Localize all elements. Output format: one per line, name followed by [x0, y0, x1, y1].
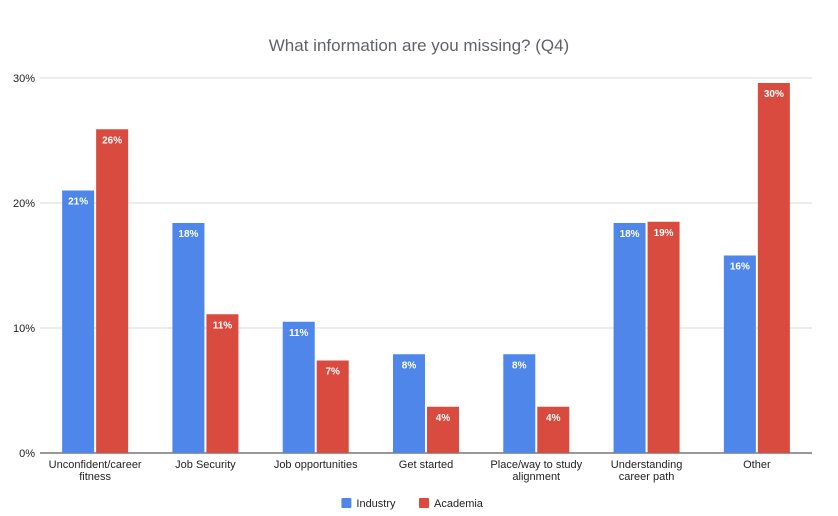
bar-academia: [96, 129, 129, 453]
bar-academia: [757, 83, 790, 453]
bar-industry: [503, 354, 536, 453]
data-label: 26%: [102, 135, 122, 146]
data-label: 19%: [654, 228, 674, 239]
bar-industry: [282, 321, 315, 453]
data-label: 4%: [546, 413, 561, 424]
x-tick-label: fitness: [79, 471, 111, 483]
y-tick-label: 10%: [13, 323, 35, 335]
x-tick-label: Place/way to study: [490, 459, 582, 471]
data-label: 8%: [512, 360, 527, 371]
bar-academia: [647, 221, 680, 453]
x-tick-label: Other: [743, 459, 771, 471]
y-tick-label: 20%: [13, 198, 35, 210]
bar-industry: [393, 354, 425, 453]
x-tick-label: Job opportunities: [274, 459, 358, 471]
bar-academia: [537, 406, 570, 453]
data-label: 11%: [289, 328, 309, 339]
data-label: 21%: [68, 197, 88, 208]
data-label: 8%: [402, 360, 417, 371]
legend-swatch-academia: [419, 498, 429, 508]
data-label: 11%: [213, 320, 233, 331]
x-tick-label: Understanding: [611, 459, 683, 471]
x-tick-label: alignment: [512, 471, 560, 483]
bar-industry: [62, 190, 95, 453]
x-tick-label: Unconfident/career: [49, 459, 142, 471]
legend-swatch-industry: [341, 498, 352, 508]
data-label: 30%: [764, 89, 784, 100]
bar-industry: [172, 223, 205, 453]
bar-academia: [427, 406, 459, 453]
y-tick-label: 30%: [13, 73, 35, 85]
chart-title: What information are you missing? (Q4): [268, 36, 570, 55]
bar-industry: [613, 223, 646, 453]
bar-academia: [206, 314, 239, 453]
data-label: 16%: [730, 262, 750, 273]
data-label: 4%: [436, 413, 451, 424]
legend-label-academia: Academia: [434, 498, 484, 510]
y-tick-label: 0%: [19, 448, 35, 460]
x-tick-label: Job Security: [175, 459, 236, 471]
data-label: 18%: [178, 229, 198, 240]
data-label: 18%: [620, 229, 640, 240]
data-label: 7%: [325, 367, 340, 378]
x-tick-label: Get started: [399, 459, 453, 471]
bar-industry: [723, 255, 756, 453]
legend-label-industry: Industry: [356, 498, 396, 510]
bar-academia: [316, 360, 349, 453]
x-tick-label: career path: [619, 471, 675, 483]
